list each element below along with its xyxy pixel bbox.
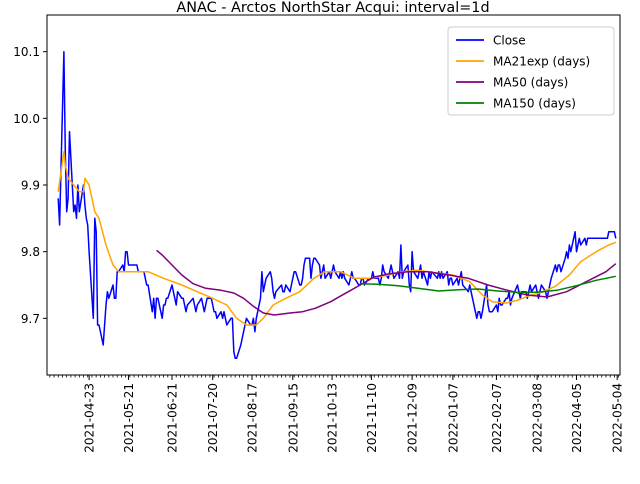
x-tick-label: 2021-07-20 <box>206 383 220 453</box>
legend-label: Close <box>493 34 526 48</box>
y-axis: 9.7 9.8 9.9 10.0 10.1 <box>13 45 47 326</box>
x-tick-label: 2021-09-15 <box>286 383 300 453</box>
x-tick-label: 2021-04-23 <box>83 383 97 453</box>
x-tick-label: 2022-05-04 <box>611 383 625 453</box>
x-tick-label: 2021-06-21 <box>165 383 179 453</box>
legend-label: MA150 (days) <box>493 97 576 111</box>
chart-title: ANAC - Arctos NorthStar Acqui: interval=… <box>176 0 489 16</box>
x-tick-label: 2022-01-07 <box>446 383 460 453</box>
y-tick-label: 10.0 <box>13 112 40 126</box>
y-tick-label: 9.7 <box>21 312 40 326</box>
x-tick-label: 2022-04-05 <box>570 383 584 453</box>
series-line-ma-1 <box>58 152 616 325</box>
x-tick-label: 2022-03-08 <box>531 383 545 453</box>
y-tick-label: 10.1 <box>13 45 40 59</box>
legend: Close MA21exp (days) MA50 (days) MA150 (day… <box>448 27 614 115</box>
x-tick-label: 2021-12-09 <box>406 383 420 453</box>
y-tick-label: 9.9 <box>21 179 40 193</box>
y-tick-label: 9.8 <box>21 245 40 259</box>
series-line-ma-2 <box>157 250 616 315</box>
x-tick-label: 2021-08-17 <box>246 383 260 453</box>
x-tick-label: 2021-10-13 <box>326 383 340 453</box>
legend-label: MA21exp (days) <box>493 55 590 69</box>
x-tick-label: 2021-05-21 <box>122 383 136 453</box>
legend-label: MA50 (days) <box>493 76 568 90</box>
x-tick-label: 2022-02-07 <box>490 383 504 453</box>
x-tick-label: 2021-11-10 <box>365 383 379 453</box>
x-axis: 2021-04-23 2021-05-21 2021-06-21 2021-07-20… <box>50 375 625 453</box>
